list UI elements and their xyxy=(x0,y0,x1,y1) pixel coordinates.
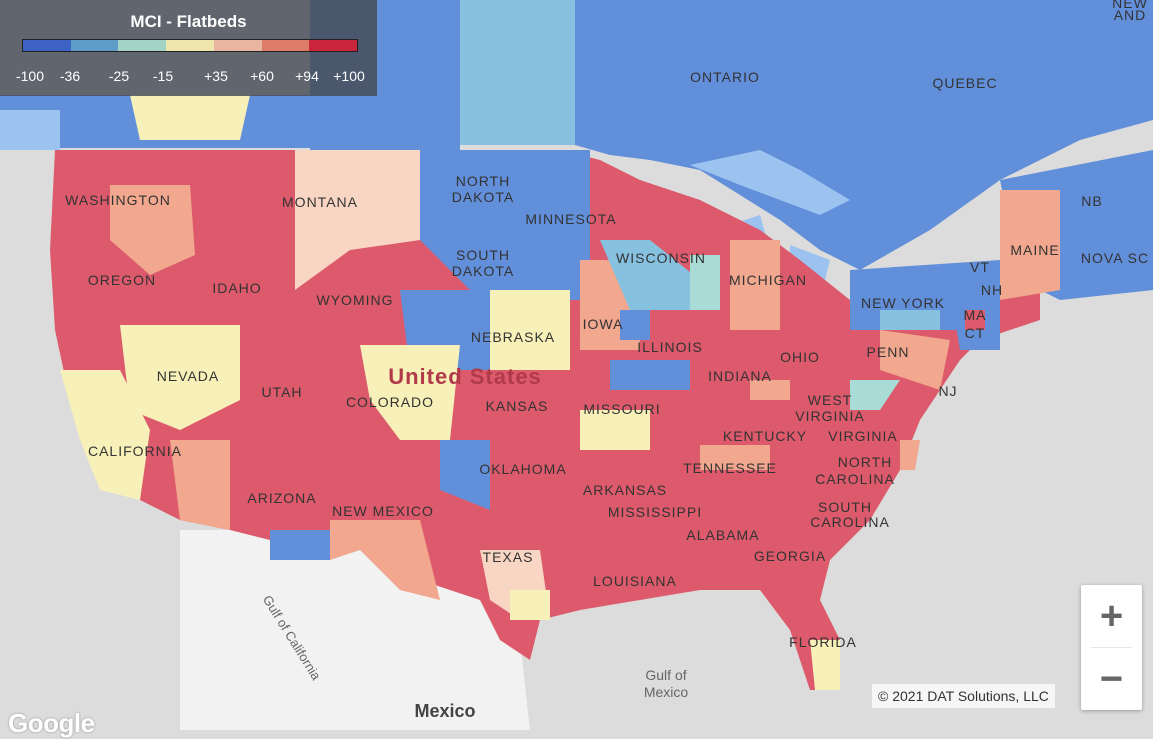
label-montana: MONTANA xyxy=(282,194,358,210)
label-florida: FLORIDA xyxy=(789,634,857,650)
label-wyoming: WYOMING xyxy=(317,292,394,308)
label-arkansas: ARKANSAS xyxy=(583,482,667,498)
legend-swatch xyxy=(23,40,71,51)
legend-swatch xyxy=(70,40,119,51)
label-michigan: MICHIGAN xyxy=(729,272,807,288)
label-nh: NH xyxy=(981,282,1003,298)
label-south-carolina-1: SOUTH xyxy=(818,499,872,515)
usa-regions xyxy=(50,150,1060,690)
label-north: NORTH xyxy=(456,173,511,189)
label-nj: NJ xyxy=(938,383,957,399)
legend-tick: +100 xyxy=(333,68,365,84)
label-iowa: IOWA xyxy=(583,316,624,332)
label-wisconsin: WISCONSIN xyxy=(616,250,706,266)
zoom-control: + − xyxy=(1081,585,1142,710)
label-south-carolina-2: CAROLINA xyxy=(810,514,890,530)
label-nova-sc: NOVA SC xyxy=(1081,250,1149,266)
label-united-states: United States xyxy=(388,364,542,389)
label-idaho: IDAHO xyxy=(212,280,261,296)
zoom-divider xyxy=(1091,647,1132,648)
label-and: AND xyxy=(1114,7,1147,23)
label-colorado: COLORADO xyxy=(346,394,434,410)
zoom-in-button[interactable]: + xyxy=(1081,585,1142,647)
copyright-notice: © 2021 DAT Solutions, LLC xyxy=(872,684,1055,708)
legend-tick: -100 xyxy=(15,68,45,84)
label-gulf-of-california: Gulf of California xyxy=(260,593,324,684)
label-california: CALIFORNIA xyxy=(88,443,182,459)
label-ct: CT xyxy=(965,325,986,341)
label-ohio: OHIO xyxy=(780,349,820,365)
label-minnesota: MINNESOTA xyxy=(525,211,616,227)
label-nb: NB xyxy=(1081,193,1102,209)
label-nebraska: NEBRASKA xyxy=(471,329,555,345)
label-missouri: MISSOURI xyxy=(583,401,660,417)
label-oklahoma: OKLAHOMA xyxy=(479,461,566,477)
legend-panel: MCI - Flatbeds -100 -36 -25 -15 +35 +60 … xyxy=(0,0,377,96)
label-georgia: GEORGIA xyxy=(754,548,826,564)
label-arizona: ARIZONA xyxy=(247,490,316,506)
google-logo: Google xyxy=(8,708,95,738)
label-oregon: OREGON xyxy=(88,272,156,288)
legend-tick: +94 xyxy=(295,68,319,84)
label-mexico: Mexico xyxy=(414,701,475,721)
legend-swatch xyxy=(213,40,262,51)
mexico-region xyxy=(180,530,530,730)
minus-icon: − xyxy=(1099,657,1124,701)
label-kentucky: KENTUCKY xyxy=(723,428,807,444)
legend-tick: -36 xyxy=(59,68,81,84)
label-north-carolina-2: CAROLINA xyxy=(815,471,895,487)
label-west: WEST xyxy=(808,392,852,408)
label-louisiana: LOUISIANA xyxy=(593,573,677,589)
label-mississippi: MISSISSIPPI xyxy=(608,504,702,520)
legend-tick: -15 xyxy=(152,68,174,84)
legend-swatch xyxy=(166,40,214,51)
legend-swatch xyxy=(118,40,167,51)
legend-ticks: -100 -36 -25 -15 +35 +60 +94 +100 xyxy=(0,68,377,86)
plus-icon: + xyxy=(1099,594,1124,638)
label-south: SOUTH xyxy=(456,247,510,263)
zoom-out-button[interactable]: − xyxy=(1081,648,1142,710)
label-penn: PENN xyxy=(867,344,910,360)
label-new-york: NEW YORK xyxy=(861,295,945,311)
label-kansas: KANSAS xyxy=(486,398,549,414)
label-texas: TEXAS xyxy=(483,549,534,565)
label-alabama: ALABAMA xyxy=(686,527,759,543)
label-indiana: INDIANA xyxy=(708,368,772,384)
label-ontario: ONTARIO xyxy=(690,69,760,85)
label-washington: WASHINGTON xyxy=(65,192,171,208)
label-dakota: DAKOTA xyxy=(452,189,515,205)
label-gulf-of-mexico-1: Gulf of xyxy=(645,667,686,683)
label-virginia: VIRGINIA xyxy=(828,428,897,444)
legend-tick: +60 xyxy=(250,68,274,84)
legend-swatch xyxy=(261,40,310,51)
label-dakota-south: DAKOTA xyxy=(452,263,515,279)
label-ma: MA xyxy=(964,307,987,323)
label-maine: MAINE xyxy=(1010,242,1059,258)
legend-tick: -25 xyxy=(108,68,130,84)
label-new: NEW xyxy=(1112,0,1148,11)
label-utah: UTAH xyxy=(261,384,302,400)
label-gulf-of-mexico-2: Mexico xyxy=(644,684,689,700)
label-quebec: QUEBEC xyxy=(932,75,997,91)
legend-title: MCI - Flatbeds xyxy=(130,12,247,31)
label-tennessee: TENNESSEE xyxy=(683,460,777,476)
label-illinois: ILLINOIS xyxy=(637,339,703,355)
legend-tick: +35 xyxy=(204,68,228,84)
legend-swatch xyxy=(309,40,358,51)
label-virginia-west: VIRGINIA xyxy=(795,408,864,424)
legend-color-bar xyxy=(22,39,358,52)
label-nevada: NEVADA xyxy=(157,368,220,384)
label-new-mexico: NEW MEXICO xyxy=(332,503,434,519)
label-vt: VT xyxy=(970,259,990,275)
label-north-carolina-1: NORTH xyxy=(838,454,893,470)
